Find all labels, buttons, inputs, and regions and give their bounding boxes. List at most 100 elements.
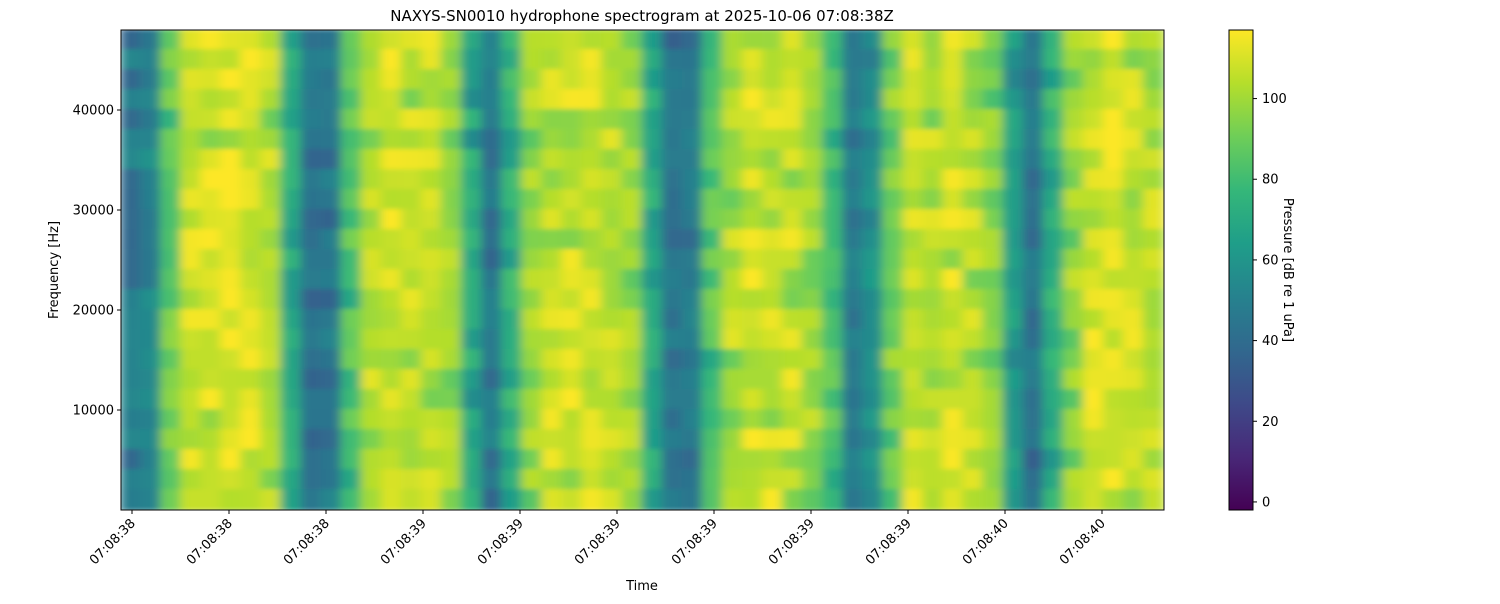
- heatmap-cell: [962, 249, 985, 271]
- heatmap-cell: [1122, 449, 1145, 471]
- heatmap-cell: [561, 189, 584, 211]
- heatmap-cell: [982, 349, 1005, 371]
- heatmap-cell: [1002, 269, 1025, 291]
- heatmap-cell: [360, 249, 383, 271]
- heatmap-cell: [1122, 429, 1145, 451]
- heatmap-cell: [420, 109, 443, 131]
- heatmap-cell: [942, 129, 965, 151]
- heatmap-cell: [360, 489, 383, 510]
- heatmap-cell: [1102, 209, 1125, 231]
- heatmap-cell: [621, 249, 644, 271]
- heatmap-cell: [140, 429, 163, 451]
- heatmap-cell: [1042, 389, 1065, 411]
- heatmap-cell: [621, 289, 644, 311]
- heatmap-cell: [721, 389, 744, 411]
- heatmap-cell: [220, 349, 243, 371]
- heatmap-cell: [1082, 69, 1105, 91]
- colorbar-tick-label: 100: [1262, 92, 1287, 107]
- heatmap-cell: [1042, 89, 1065, 111]
- heatmap-cell: [902, 349, 925, 371]
- heatmap-cell: [220, 489, 243, 510]
- heatmap-cell: [420, 289, 443, 311]
- heatmap-cell: [1062, 309, 1085, 331]
- heatmap-cell: [1022, 249, 1045, 271]
- heatmap-cell: [1022, 489, 1045, 510]
- heatmap-cell: [902, 69, 925, 91]
- heatmap-cell: [581, 209, 604, 231]
- heatmap-cell: [882, 309, 905, 331]
- heatmap-cell: [681, 389, 704, 411]
- heatmap-cell: [701, 109, 724, 131]
- heatmap-cell: [601, 149, 624, 171]
- heatmap-cell: [641, 309, 664, 331]
- heatmap-cell: [140, 69, 163, 91]
- heatmap-cell: [1002, 409, 1025, 431]
- heatmap-cell: [140, 309, 163, 331]
- heatmap-cell: [300, 309, 323, 331]
- heatmap-cell: [501, 49, 524, 71]
- heatmap-cell: [581, 69, 604, 91]
- heatmap-cell: [380, 30, 403, 51]
- heatmap-cell: [440, 389, 463, 411]
- heatmap-cell: [400, 209, 423, 231]
- x-tick-label: 07:08:39: [378, 516, 430, 568]
- heatmap-cell: [501, 209, 524, 231]
- heatmap-cell: [121, 309, 143, 331]
- heatmap-cell: [922, 69, 945, 91]
- heatmap-cell: [300, 69, 323, 91]
- heatmap-cell: [280, 489, 303, 510]
- heatmap-cell: [1042, 169, 1065, 191]
- heatmap-cell: [340, 429, 363, 451]
- heatmap-cell: [200, 349, 223, 371]
- heatmap-cell: [862, 289, 885, 311]
- heatmap-cell: [641, 89, 664, 111]
- heatmap-cell: [561, 309, 584, 331]
- heatmap-cell: [962, 149, 985, 171]
- heatmap-cell: [822, 449, 845, 471]
- heatmap-cell: [801, 389, 825, 411]
- heatmap-cell: [922, 369, 945, 391]
- heatmap-cell: [621, 349, 644, 371]
- heatmap-cell: [761, 249, 784, 271]
- heatmap-cell: [200, 389, 223, 411]
- heatmap-cell: [902, 129, 925, 151]
- heatmap-cell: [360, 30, 383, 51]
- heatmap-cell: [982, 30, 1005, 51]
- heatmap-cell: [140, 49, 163, 71]
- heatmap-cell: [460, 149, 484, 171]
- heatmap-cell: [1082, 129, 1105, 151]
- heatmap-cell: [521, 69, 544, 91]
- heatmap-cell: [601, 69, 624, 91]
- heatmap-cell: [121, 389, 143, 411]
- heatmap-cell: [220, 89, 243, 111]
- heatmap-cell: [400, 309, 423, 331]
- heatmap-cell: [1002, 309, 1025, 331]
- heatmap-cell: [962, 349, 985, 371]
- heatmap-cell: [420, 69, 443, 91]
- heatmap-cell: [360, 169, 383, 191]
- heatmap-cell: [440, 249, 463, 271]
- heatmap-cell: [761, 209, 784, 231]
- heatmap-cell: [581, 369, 604, 391]
- heatmap-cell: [761, 469, 784, 491]
- heatmap-cell: [641, 109, 664, 131]
- heatmap-cell: [340, 89, 363, 111]
- heatmap-cell: [220, 249, 243, 271]
- heatmap-cell: [1022, 349, 1045, 371]
- heatmap-cell: [360, 229, 383, 251]
- heatmap-cell: [862, 149, 885, 171]
- heatmap-cell: [180, 309, 203, 331]
- heatmap-cell: [822, 489, 845, 510]
- heatmap-cell: [741, 169, 764, 191]
- heatmap-cell: [420, 189, 443, 211]
- heatmap-cell: [420, 429, 443, 451]
- heatmap-cell: [701, 69, 724, 91]
- y-axis-label: Frequency [Hz]: [47, 221, 62, 319]
- heatmap-cell: [902, 409, 925, 431]
- heatmap-cell: [340, 69, 363, 91]
- heatmap-cell: [300, 149, 323, 171]
- heatmap-cell: [701, 229, 724, 251]
- heatmap-cell: [1022, 149, 1045, 171]
- heatmap-cell: [1082, 229, 1105, 251]
- heatmap-cell: [160, 449, 183, 471]
